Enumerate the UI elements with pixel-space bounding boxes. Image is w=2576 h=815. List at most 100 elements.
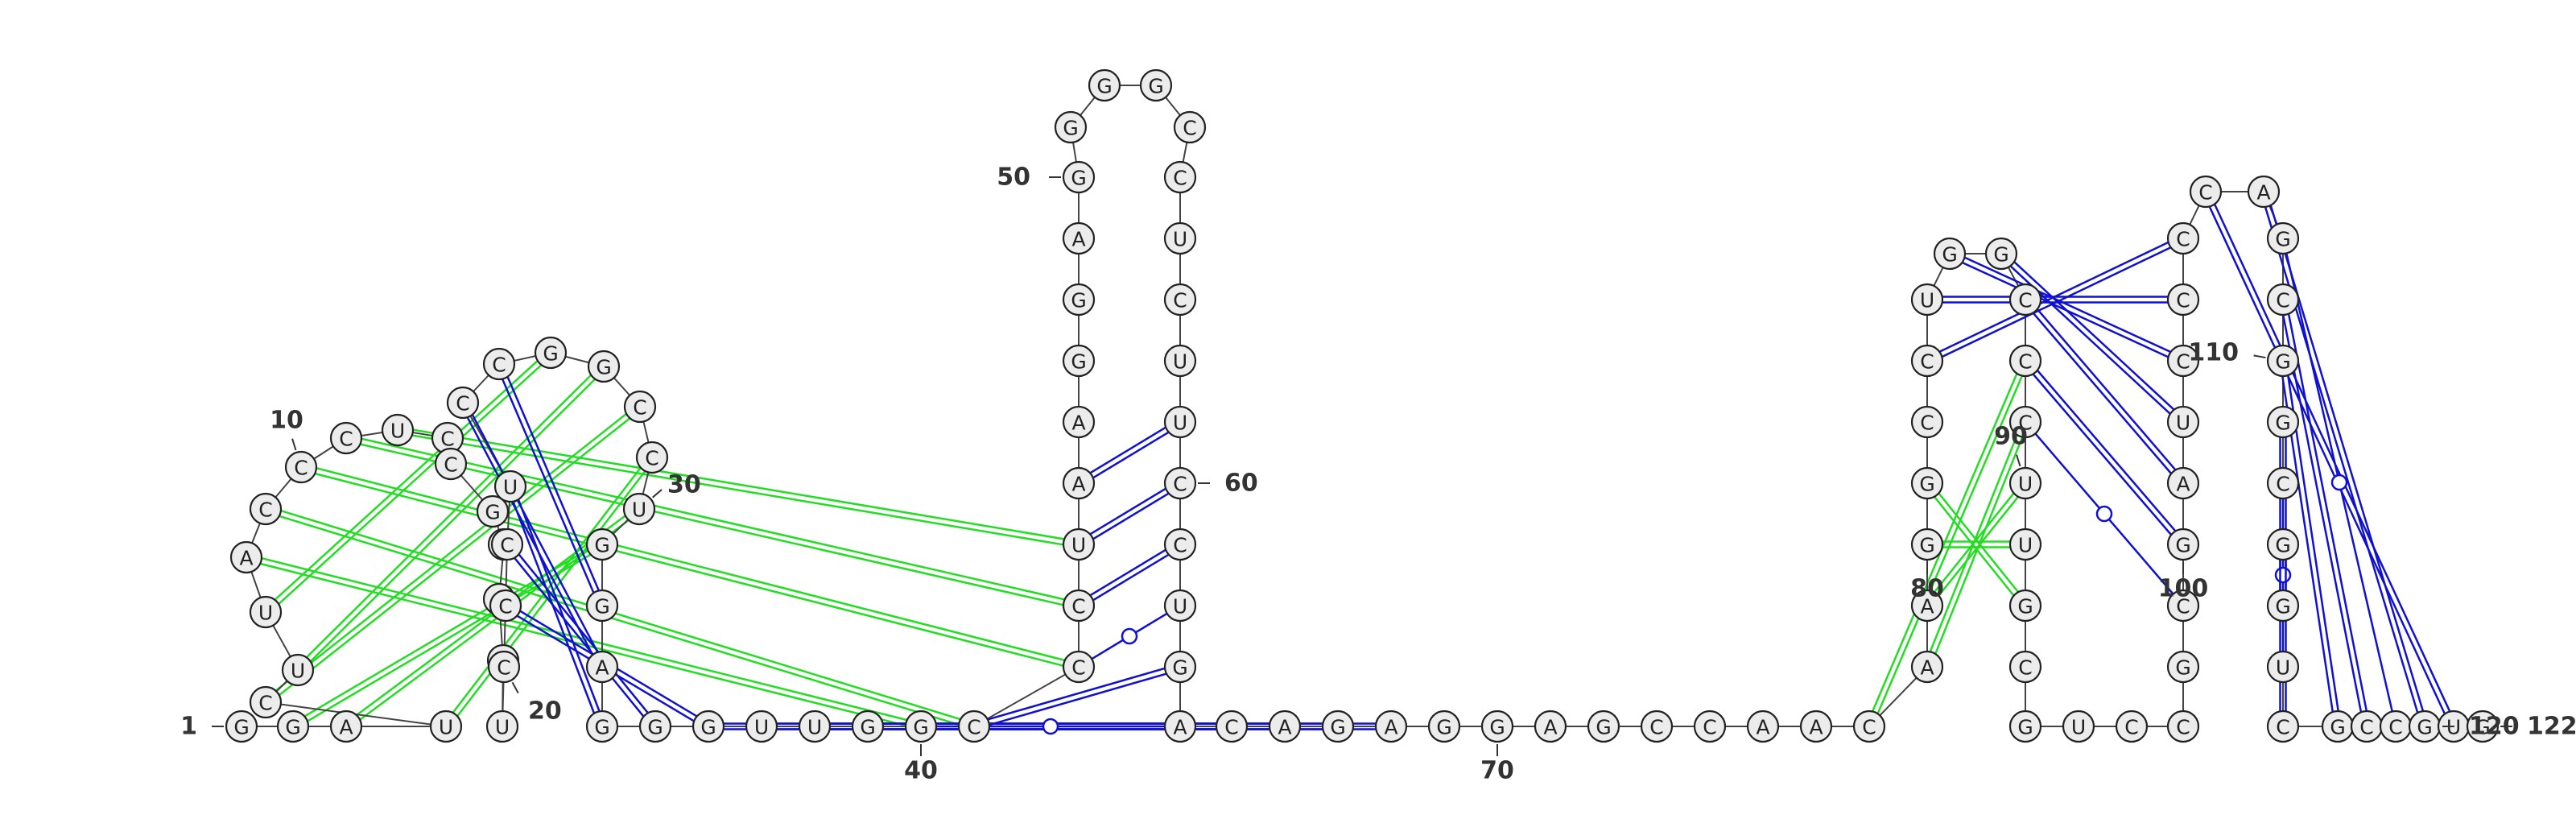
pseudoknot-line	[1938, 492, 2019, 593]
base-pair-line	[514, 557, 645, 718]
nucleotide-circle	[1163, 650, 1197, 684]
nucleotide: G	[2266, 221, 2300, 255]
nucleotide-letter: C	[2018, 289, 2032, 312]
nucleotide: G	[1088, 68, 1121, 102]
nucleotide-letter: C	[1862, 716, 1876, 739]
nucleotide-circle	[957, 710, 991, 743]
nucleotide-circle	[904, 710, 938, 743]
nucleotide: A	[1062, 466, 1096, 500]
nucleotide: C	[1640, 710, 1674, 743]
nucleotide-letter: U	[258, 602, 273, 625]
nucleotide-letter: C	[258, 692, 272, 715]
base-pair-line	[1092, 431, 1170, 479]
nucleotide: A	[329, 710, 363, 743]
nucleotide-circle	[281, 653, 315, 687]
nucleotide-letter: G	[1489, 716, 1505, 739]
nucleotide-circle	[1163, 405, 1197, 439]
nucleotide-letter: C	[1071, 656, 1085, 680]
nucleotide-circle	[1163, 344, 1197, 378]
nucleotide-letter: G	[485, 501, 500, 524]
nucleotide-letter: U	[495, 716, 510, 739]
nucleotide-letter: C	[1173, 534, 1187, 557]
nucleotide: C	[1062, 589, 1096, 623]
nucleotide: G	[1062, 160, 1096, 194]
base-pair-line	[518, 553, 649, 714]
nucleotide: G	[585, 527, 619, 561]
position-tick	[2016, 454, 2021, 467]
nucleotide-letter: G	[2275, 595, 2290, 618]
nucleotide: C	[482, 347, 516, 381]
pseudoknot-line	[316, 467, 1065, 662]
pseudoknot-line	[303, 548, 588, 718]
nucleotide-circle	[329, 710, 363, 743]
nucleotide-circle	[745, 710, 778, 743]
nucleotide: C	[1163, 283, 1197, 316]
nucleotide-letter: C	[1173, 167, 1187, 190]
nucleotide-circle	[2266, 527, 2300, 561]
base-pair-line	[1964, 256, 2171, 354]
nucleotide: C	[2166, 344, 2200, 378]
nucleotide-circle	[635, 441, 669, 474]
base-pair-line	[2269, 205, 2425, 712]
base-pair-line	[2013, 261, 2175, 411]
nucleotide-circle	[2166, 344, 2200, 378]
nucleotide: G	[476, 494, 510, 528]
nucleotide-letter: G	[1919, 534, 1934, 557]
nucleotide: G	[2166, 527, 2200, 561]
nucleotide-circle	[798, 710, 832, 743]
nucleotide: C	[446, 386, 480, 420]
nucleotide-letter: A	[1920, 595, 1934, 618]
pseudoknot-line	[361, 437, 1065, 601]
nucleotide: C	[623, 390, 657, 424]
position-label: 80	[1910, 575, 1944, 603]
nucleotide-letter: C	[1173, 289, 1187, 312]
nucleotide: U	[281, 653, 315, 687]
nucleotide: U	[249, 595, 283, 629]
nucleotide: C	[1062, 650, 1096, 684]
pseudoknot-line	[1938, 496, 2019, 597]
nucleotide-circle	[1173, 110, 1207, 144]
nucleotide-circle	[1054, 110, 1088, 144]
base-pair-line	[1089, 426, 1166, 474]
nucleotide-letter: G	[2275, 228, 2290, 251]
nucleotide: U	[381, 413, 415, 447]
nucleotide: U	[1163, 589, 1197, 623]
pseudoknot-line	[1876, 375, 2023, 714]
nucleotide: G	[1910, 466, 1944, 500]
nucleotide: G	[1480, 710, 1514, 743]
nucleotide: G	[276, 710, 310, 743]
nucleotide-letter: C	[633, 396, 646, 420]
nucleotide: G	[2321, 710, 2355, 743]
position-label: 70	[1480, 757, 1514, 785]
nucleotide-letter: A	[2256, 181, 2270, 205]
nucleotide: G	[2408, 710, 2442, 743]
nucleotide-letter: A	[1756, 716, 1769, 739]
pseudoknot-line	[413, 428, 1065, 540]
base-pair-line	[1092, 492, 1170, 540]
nucleotide-circle	[587, 350, 621, 383]
nucleotide-circle	[229, 540, 263, 574]
pseudoknot-line	[279, 417, 631, 696]
nucleotide-circle	[490, 527, 524, 561]
nucleotide-circle	[1062, 221, 1096, 255]
nucleotide: C	[284, 450, 318, 484]
nucleotide: C	[1163, 160, 1197, 194]
nucleotide-circle	[2266, 589, 2300, 623]
nucleotide: C	[329, 421, 363, 455]
base-pair-line	[2214, 204, 2451, 712]
nucleotide-circle	[2115, 710, 2149, 743]
nucleotide: C	[1173, 110, 1207, 144]
base-pair-line	[989, 672, 1167, 726]
nucleotide-circle	[284, 450, 318, 484]
nucleotide: G	[2466, 710, 2500, 743]
pseudoknot-line	[274, 360, 539, 601]
nucleotide-letter: G	[2275, 534, 2290, 557]
nucleotide-circle	[1163, 283, 1197, 316]
position-tick	[2253, 354, 2266, 359]
nucleotide: A	[2247, 175, 2281, 209]
nucleotide-letter: C	[498, 595, 512, 618]
nucleotide-letter: G	[2017, 716, 2033, 739]
nucleotide-letter: C	[2176, 350, 2190, 374]
nucleotide-circle	[493, 470, 527, 503]
nucleotide-circle	[1910, 344, 1944, 378]
